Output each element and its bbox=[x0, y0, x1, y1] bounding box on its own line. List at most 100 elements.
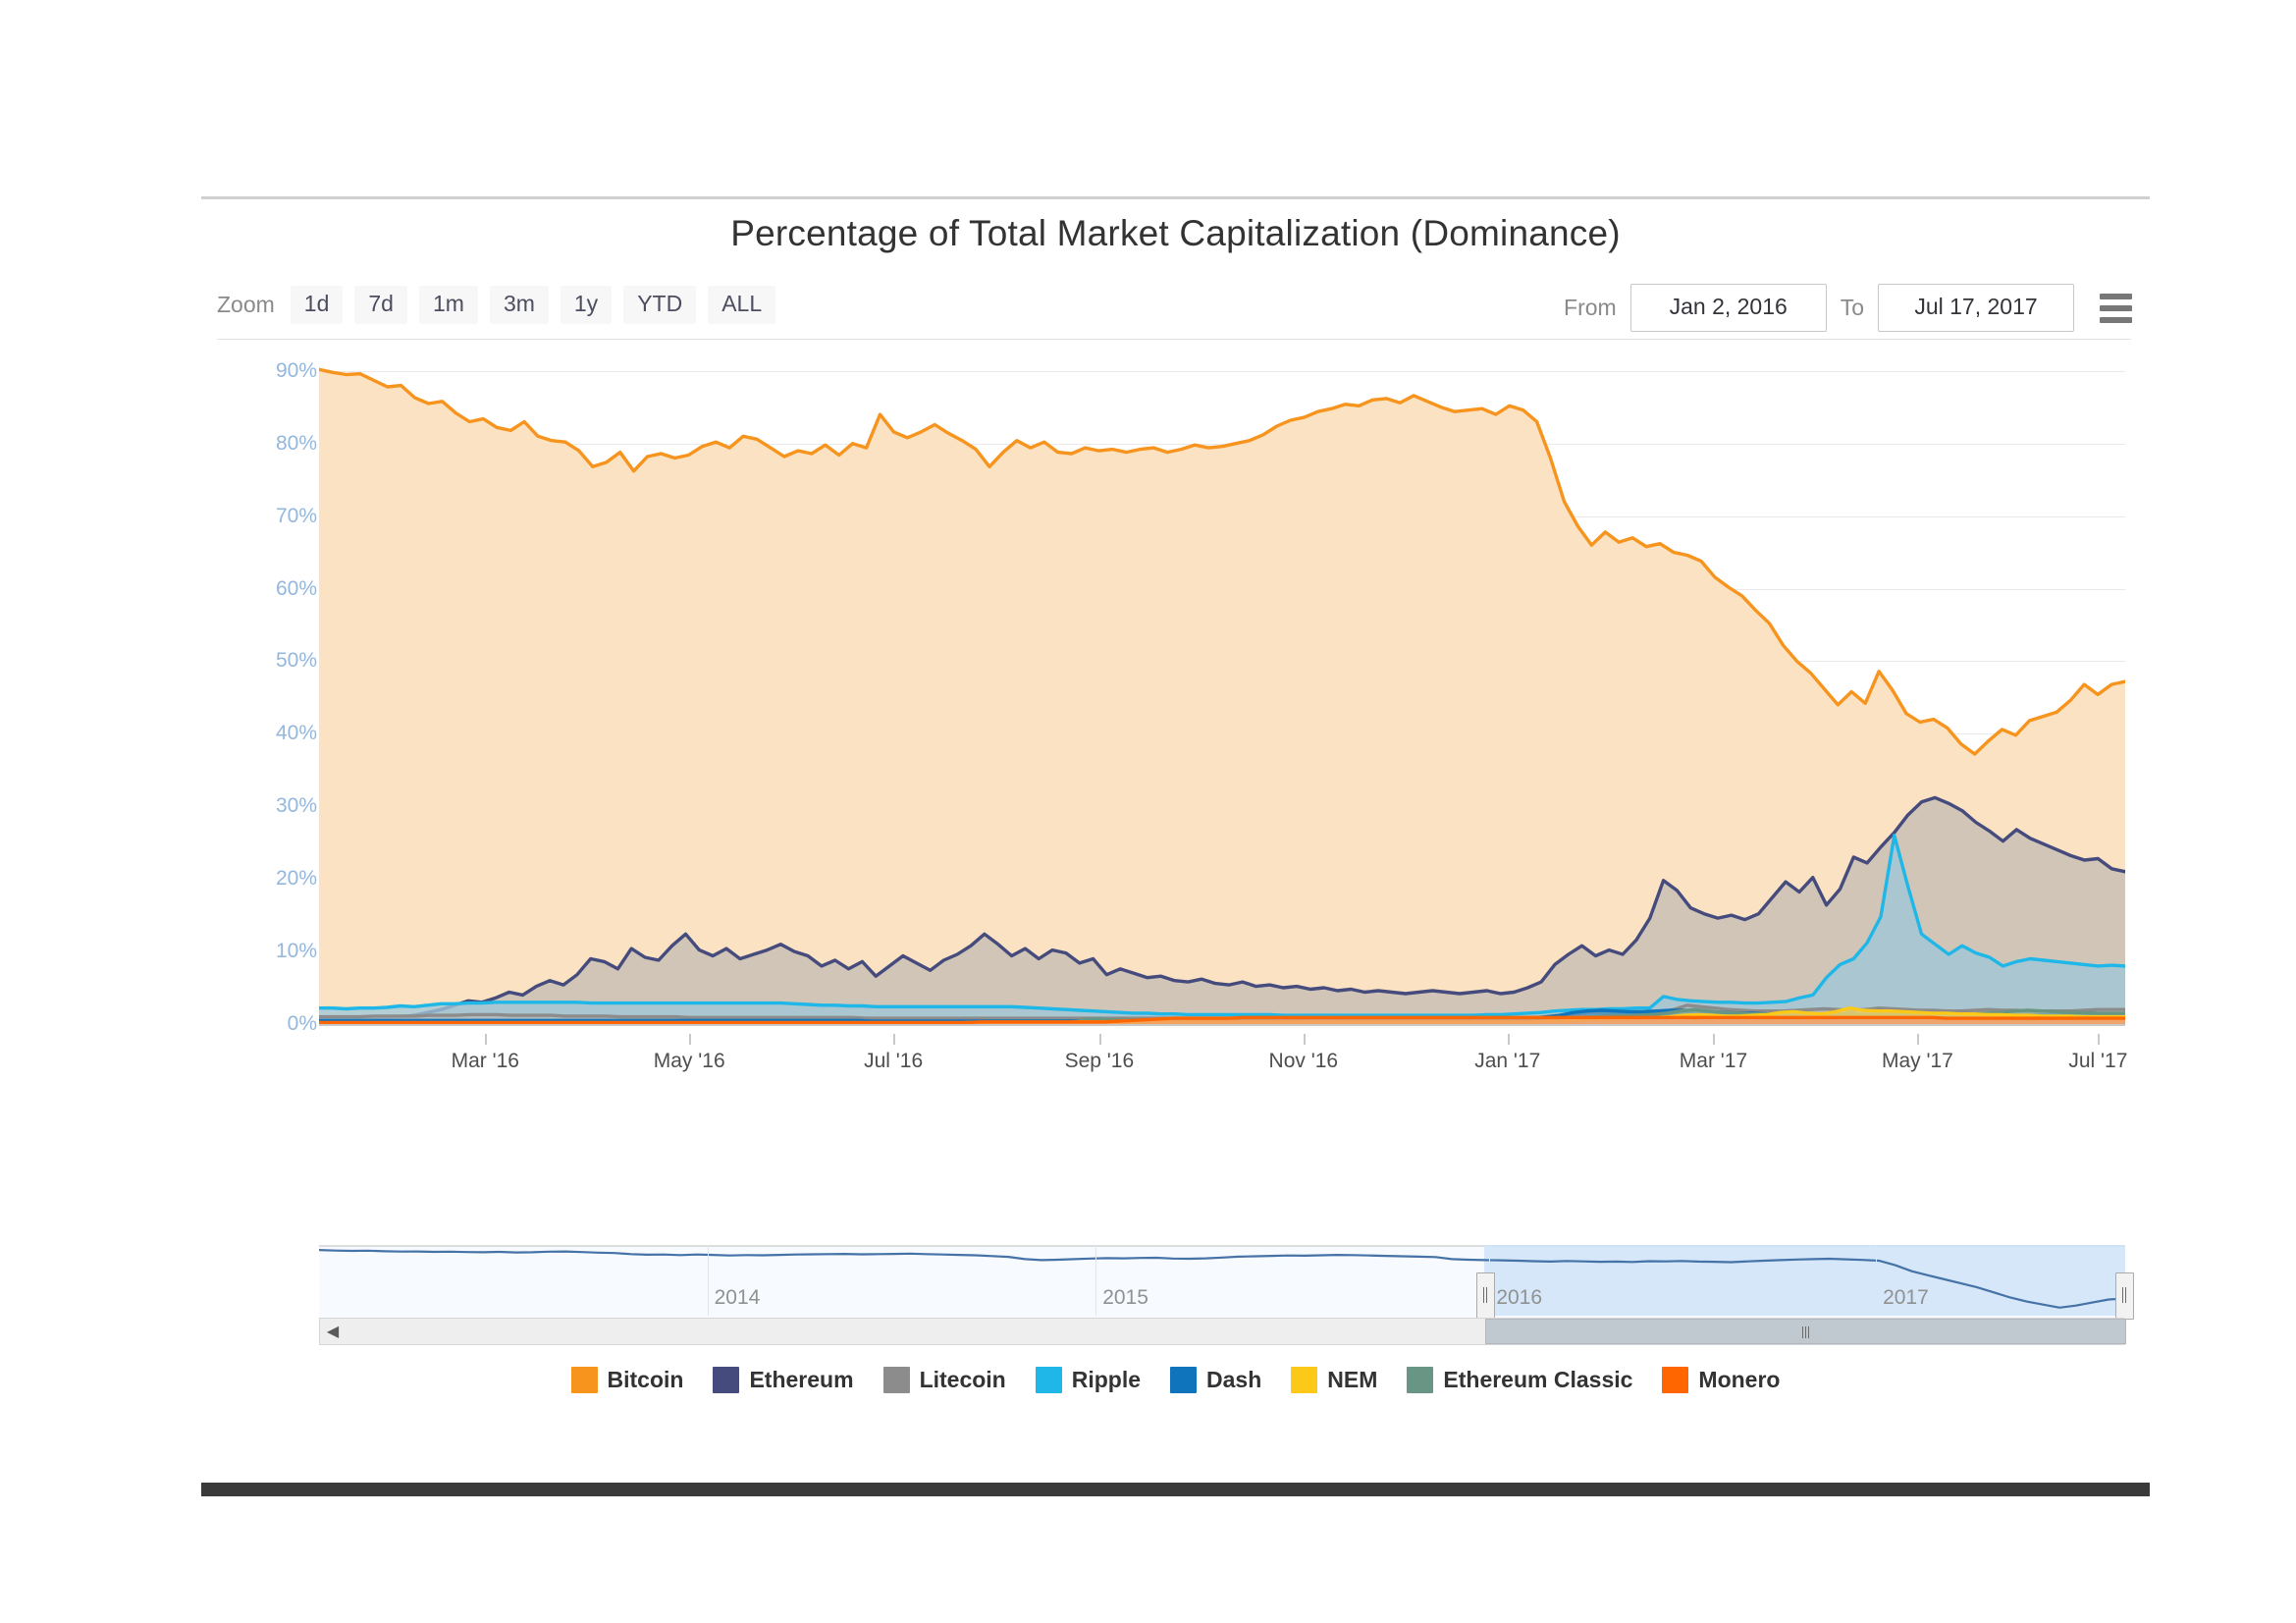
scrollbar-left-arrow[interactable]: ◀ bbox=[320, 1319, 346, 1344]
legend-label: Bitcoin bbox=[607, 1366, 684, 1392]
x-tick-mark bbox=[2098, 1034, 2101, 1045]
navigator-handle-right[interactable] bbox=[2115, 1272, 2134, 1320]
legend-item-dash[interactable]: Dash bbox=[1170, 1366, 1262, 1393]
legend-swatch-icon bbox=[1407, 1366, 1434, 1393]
zoom-button-3m[interactable]: 3m bbox=[489, 286, 549, 324]
x-tick-label: Mar '16 bbox=[451, 1050, 519, 1072]
x-tick-label: Sep '16 bbox=[1064, 1050, 1135, 1072]
navigator-year-label: 2015 bbox=[1102, 1286, 1148, 1309]
legend-label: NEM bbox=[1327, 1366, 1378, 1392]
series-line-bitcoin[interactable] bbox=[319, 367, 2125, 756]
x-tick-label: Jul '16 bbox=[864, 1050, 924, 1072]
legend-label: Dash bbox=[1206, 1366, 1262, 1392]
chart-plot-area[interactable] bbox=[319, 356, 2125, 1024]
gridline bbox=[319, 371, 2125, 372]
y-tick-label: 20% bbox=[275, 867, 317, 891]
navigator-year-separator bbox=[1876, 1245, 1878, 1316]
series-line-ripple[interactable] bbox=[319, 834, 2125, 1017]
range-selector-bar: Zoom 1d 7d 1m 3m 1y YTD ALL From Jan 2, … bbox=[201, 280, 2150, 341]
x-tick-mark bbox=[1713, 1034, 1716, 1045]
hamburger-menu-icon[interactable] bbox=[2100, 293, 2132, 323]
zoom-label: Zoom bbox=[217, 292, 275, 317]
to-label: To bbox=[1840, 295, 1864, 320]
navigator-line bbox=[319, 1249, 2125, 1309]
series-svg bbox=[319, 367, 2125, 1024]
navigator-selected-range[interactable] bbox=[1483, 1245, 2125, 1316]
series-line-ethereum[interactable] bbox=[319, 795, 2125, 1024]
x-tick-mark bbox=[1917, 1034, 1920, 1045]
legend-label: Ripple bbox=[1071, 1366, 1142, 1392]
y-tick-label: 10% bbox=[275, 940, 317, 963]
chart-title: Percentage of Total Market Capitalizatio… bbox=[730, 213, 1621, 253]
legend-item-ethereum-classic[interactable]: Ethereum Classic bbox=[1407, 1366, 1633, 1393]
gridline bbox=[319, 444, 2125, 445]
x-tick-label: Jul '17 bbox=[2068, 1050, 2128, 1072]
x-tick-mark bbox=[689, 1034, 692, 1045]
legend-item-litecoin[interactable]: Litecoin bbox=[882, 1366, 1006, 1393]
navigator-scrollbar[interactable]: ◀ ▶ bbox=[319, 1318, 2126, 1345]
legend-swatch-icon bbox=[882, 1366, 910, 1393]
zoom-button-group: Zoom 1d 7d 1m 3m 1y YTD ALL bbox=[217, 286, 776, 324]
from-date-input[interactable]: Jan 2, 2016 bbox=[1629, 284, 1827, 332]
x-axis-line bbox=[319, 1024, 2125, 1026]
dominance-chart-card: Percentage of Total Market Capitalizatio… bbox=[201, 196, 2150, 1486]
legend-label: Ethereum Classic bbox=[1443, 1366, 1633, 1392]
x-tick-label: Nov '16 bbox=[1268, 1050, 1339, 1072]
zoom-button-1d[interactable]: 1d bbox=[290, 286, 344, 324]
legend-item-ripple[interactable]: Ripple bbox=[1035, 1366, 1142, 1393]
legend-item-monero[interactable]: Monero bbox=[1662, 1366, 1781, 1393]
series-area-ethereum bbox=[319, 797, 2125, 1024]
x-tick-mark bbox=[1303, 1034, 1306, 1045]
zoom-button-1y[interactable]: 1y bbox=[560, 286, 613, 324]
navigator-year-separator bbox=[1095, 1245, 1097, 1316]
from-label: From bbox=[1564, 295, 1617, 320]
bottom-dark-strip bbox=[201, 1483, 2150, 1496]
zoom-button-all[interactable]: ALL bbox=[708, 286, 776, 324]
y-tick-label: 40% bbox=[275, 722, 317, 745]
navigator-year-label: 2017 bbox=[1883, 1286, 1929, 1309]
x-tick-label: Jan '17 bbox=[1474, 1050, 1541, 1072]
navigator-year-label: 2014 bbox=[714, 1286, 761, 1309]
x-tick-label: May '17 bbox=[1881, 1050, 1953, 1072]
legend-swatch-icon bbox=[570, 1366, 598, 1393]
legend-item-ethereum[interactable]: Ethereum bbox=[713, 1366, 854, 1393]
to-date-input[interactable]: Jul 17, 2017 bbox=[1878, 284, 2074, 332]
date-range-group: From Jan 2, 2016 To Jul 17, 2017 bbox=[1564, 284, 2132, 332]
legend-swatch-icon bbox=[713, 1366, 740, 1393]
x-tick-label: May '16 bbox=[653, 1050, 725, 1072]
plot-area-wrapper: Percentage of Total Market Cap 0%10%20%3… bbox=[201, 356, 2150, 1073]
y-tick-label: 60% bbox=[275, 576, 317, 600]
y-axis-tick-labels: 0% 10% 20% 30% 40% 50% 60% 70% 80% 90% bbox=[201, 356, 317, 1035]
y-tick-label: 0% bbox=[287, 1012, 317, 1035]
x-tick-mark bbox=[485, 1034, 488, 1045]
legend-swatch-icon bbox=[1291, 1366, 1318, 1393]
y-tick-label: 30% bbox=[275, 794, 317, 818]
range-selector-divider bbox=[217, 339, 2131, 340]
y-tick-label: 90% bbox=[275, 358, 317, 382]
legend-swatch-icon bbox=[1035, 1366, 1062, 1393]
x-tick-mark bbox=[1098, 1034, 1101, 1045]
navigator[interactable]: 2014 2015 2016 2017 bbox=[319, 1245, 2134, 1320]
x-axis-tick-labels: Mar '16 May '16 Jul '16 Sep '16 Nov '16 Jan '… bbox=[319, 1034, 2128, 1077]
x-tick-mark bbox=[893, 1034, 896, 1045]
zoom-button-1m[interactable]: 1m bbox=[418, 286, 478, 324]
legend-label: Ethereum bbox=[749, 1366, 854, 1392]
series-line-monero[interactable] bbox=[319, 1015, 2125, 1024]
legend-item-bitcoin[interactable]: Bitcoin bbox=[570, 1366, 684, 1393]
scrollbar-thumb[interactable] bbox=[1484, 1319, 2126, 1344]
zoom-button-7d[interactable]: 7d bbox=[354, 286, 407, 324]
y-tick-label: 70% bbox=[275, 504, 317, 527]
legend-swatch-icon bbox=[1662, 1366, 1689, 1393]
legend-item-nem[interactable]: NEM bbox=[1291, 1366, 1378, 1393]
navigator-handle-left[interactable] bbox=[1475, 1272, 1495, 1320]
chart-legend: Bitcoin Ethereum Litecoin Ripple Dash NEM Ethe… bbox=[201, 1358, 2150, 1401]
navigator-series-svg bbox=[319, 1249, 2125, 1309]
legend-label: Monero bbox=[1698, 1366, 1781, 1392]
y-tick-label: 80% bbox=[275, 431, 317, 455]
series-area-ripple bbox=[319, 835, 2125, 1024]
x-tick-mark bbox=[1507, 1034, 1510, 1045]
zoom-button-ytd[interactable]: YTD bbox=[623, 286, 697, 324]
navigator-year-label: 2016 bbox=[1496, 1286, 1543, 1309]
x-tick-label: Mar '17 bbox=[1679, 1050, 1748, 1072]
legend-label: Litecoin bbox=[919, 1366, 1006, 1392]
